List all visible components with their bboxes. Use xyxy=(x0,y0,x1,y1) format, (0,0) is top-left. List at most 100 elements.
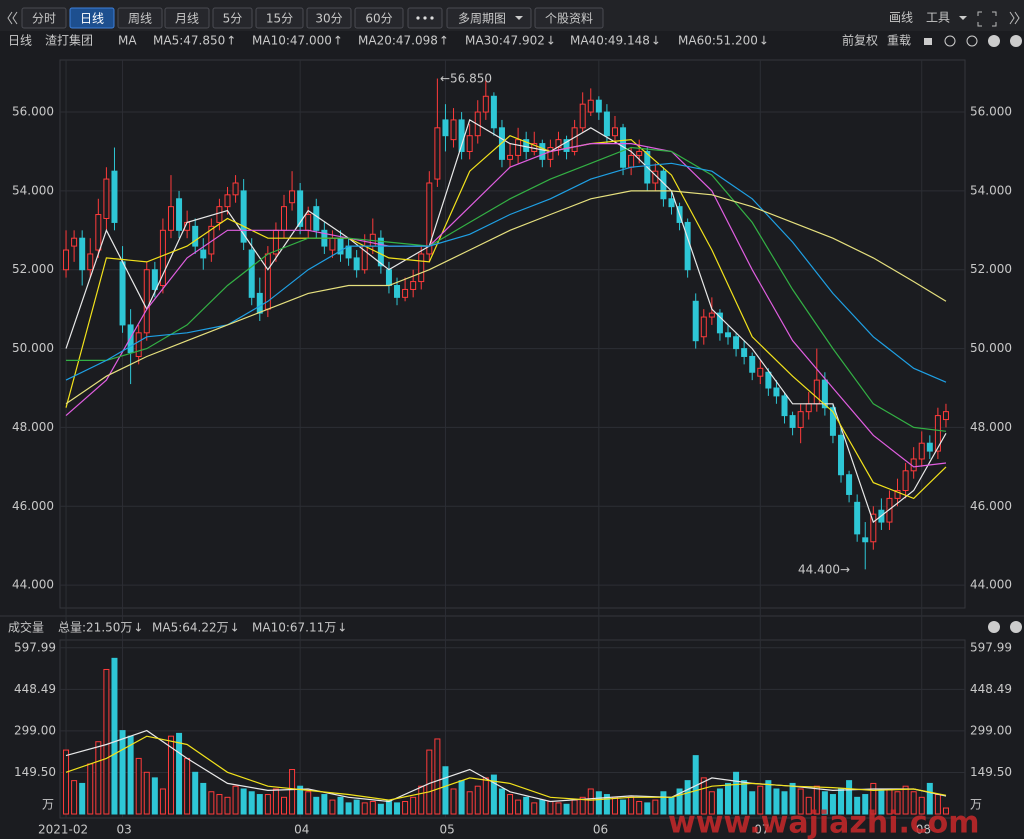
candle-body xyxy=(620,127,627,168)
toolbar-button[interactable]: 月线 xyxy=(164,7,210,29)
y-tick-label-right: 299.00 xyxy=(970,723,1012,737)
button-label[interactable]: 30分 xyxy=(315,12,342,26)
close-pane[interactable] xyxy=(988,621,1000,633)
button-frame[interactable] xyxy=(306,7,352,29)
header-icons xyxy=(924,35,1022,633)
volume-bar xyxy=(805,796,812,815)
tool-label[interactable]: 画线 xyxy=(889,11,913,25)
button-label[interactable]: 周线 xyxy=(128,12,152,26)
candle-body xyxy=(216,206,223,223)
more-dot[interactable] xyxy=(423,16,427,20)
volume-bar xyxy=(434,738,441,815)
toolbar-button[interactable]: 日线 xyxy=(69,7,115,29)
candle-body xyxy=(498,127,505,160)
button-frame[interactable] xyxy=(21,7,67,29)
button-label[interactable]: 60分 xyxy=(365,12,392,26)
button-label[interactable]: 5分 xyxy=(223,12,243,26)
volume-bar xyxy=(523,796,530,815)
toolbar-button[interactable]: 30分 xyxy=(306,7,352,29)
toolbar-button[interactable]: 15分 xyxy=(255,7,304,29)
collapse-left[interactable] xyxy=(7,11,18,25)
adjust-option[interactable]: 前复权 xyxy=(842,33,878,48)
button-frame[interactable] xyxy=(354,7,404,29)
button-frame[interactable] xyxy=(69,7,115,29)
button-label[interactable]: 月线 xyxy=(175,12,199,26)
candle-body xyxy=(466,135,473,152)
redo-icon[interactable] xyxy=(966,35,978,47)
volume-bar xyxy=(636,800,643,815)
more-dot[interactable] xyxy=(430,16,434,20)
volume-bar xyxy=(660,791,667,815)
lock-icon[interactable] xyxy=(924,38,932,45)
candle-body xyxy=(305,214,312,231)
button-frame[interactable] xyxy=(164,7,210,29)
undo-icon[interactable] xyxy=(944,35,956,47)
toolbar-button[interactable]: 周线 xyxy=(117,7,163,29)
candle-body xyxy=(143,269,150,334)
y-tick-label: 50.000 xyxy=(12,341,54,355)
volume-bar xyxy=(63,749,70,815)
volume-bar xyxy=(87,763,94,815)
volume-bar xyxy=(603,794,610,815)
candle-body xyxy=(797,411,804,428)
button-frame[interactable] xyxy=(212,7,253,29)
candle-body xyxy=(870,513,877,543)
volume-bar xyxy=(232,785,239,815)
volume-bar xyxy=(910,791,917,815)
more-dot[interactable] xyxy=(416,16,420,20)
dropdown-arrow[interactable] xyxy=(959,16,967,20)
ma-line xyxy=(65,135,947,500)
candle-body xyxy=(846,474,853,495)
volume-bar xyxy=(184,757,191,815)
button-frame[interactable] xyxy=(117,7,163,29)
dropdown-arrow[interactable] xyxy=(515,16,523,20)
candle-body xyxy=(248,249,255,298)
zoom-in[interactable] xyxy=(1010,35,1022,47)
low-annotation: 44.400→ xyxy=(798,563,850,577)
toolbar-button[interactable]: 60分 xyxy=(354,7,404,29)
candle-body xyxy=(281,206,287,231)
candle-body xyxy=(821,379,828,409)
unit-label-right: 万 xyxy=(970,798,982,812)
y-tick-label-right: 50.000 xyxy=(970,341,1012,355)
candle-body xyxy=(474,111,481,137)
button-label[interactable]: 15分 xyxy=(266,12,293,26)
watermark: www.wajiazhi.com xyxy=(668,806,980,839)
tool-label[interactable]: 工具 xyxy=(926,11,950,25)
button-label[interactable]: 日线 xyxy=(80,12,104,26)
volume-bar xyxy=(700,777,707,815)
toolbar-button[interactable]: 个股资料 xyxy=(534,7,604,29)
candle-body xyxy=(297,190,304,227)
y-tick-label: 48.000 xyxy=(12,420,54,434)
pane-settings[interactable] xyxy=(1010,621,1022,633)
legend-trend: ↓ xyxy=(337,621,347,635)
candle-body xyxy=(854,501,861,535)
volume-title: 成交量 xyxy=(8,620,44,635)
button-label[interactable]: 个股资料 xyxy=(545,12,593,26)
volume-bar xyxy=(515,799,522,815)
candle-body xyxy=(547,147,554,160)
toolbar-button[interactable]: 分时 xyxy=(21,7,67,29)
volume-bar xyxy=(103,668,110,815)
button-label[interactable]: 多周期图 xyxy=(458,12,506,26)
button-frame[interactable] xyxy=(534,7,604,29)
ma-line xyxy=(65,190,947,405)
candle-body xyxy=(838,434,845,476)
reload-option[interactable]: 重载 xyxy=(887,34,911,48)
fullscreen[interactable] xyxy=(977,11,997,27)
toolbar-button[interactable]: 5分 xyxy=(212,7,253,29)
toolbar-button[interactable]: 多周期图 xyxy=(446,7,532,29)
high-annotation: ←56.850 xyxy=(440,72,492,86)
candle-body xyxy=(256,292,263,314)
button-frame[interactable] xyxy=(255,7,304,29)
candle-body xyxy=(862,537,869,543)
button-label[interactable]: 分时 xyxy=(32,12,56,26)
button-frame[interactable] xyxy=(446,7,532,29)
y-tick-label-right: 448.49 xyxy=(970,682,1012,696)
collapse-right[interactable] xyxy=(1009,11,1020,25)
candle-body xyxy=(224,194,231,208)
zoom-out[interactable] xyxy=(988,35,1000,47)
toolbar-button[interactable] xyxy=(407,7,443,29)
legend-trend: ↓ xyxy=(546,34,556,48)
volume-bar xyxy=(272,788,279,815)
